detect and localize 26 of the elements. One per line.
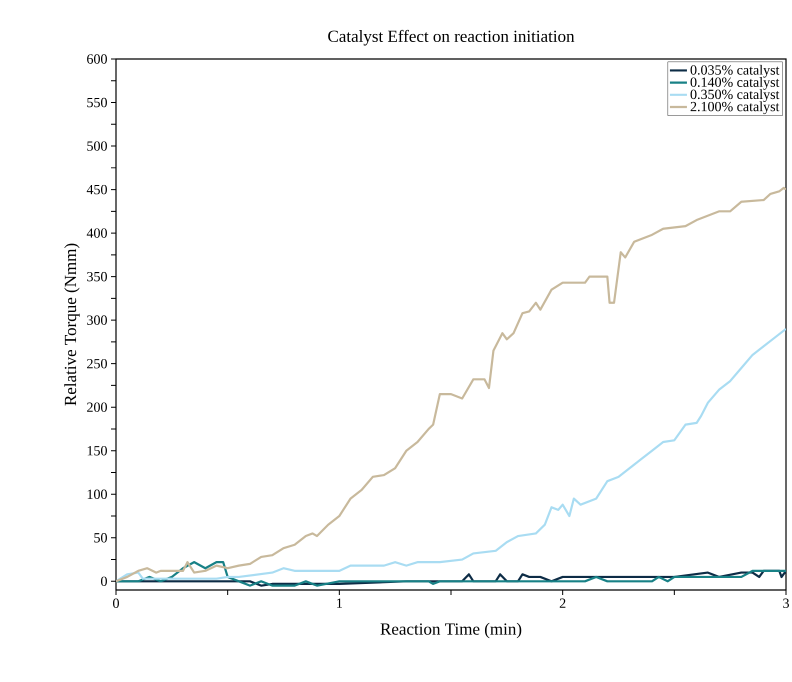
line-series: [116, 561, 786, 587]
y-tick-label: 600: [87, 54, 107, 64]
legend-label: 2.100% catalyst: [690, 101, 780, 114]
legend-label: 0.140% catalyst: [690, 77, 780, 90]
line-series: [116, 186, 786, 582]
y-tick-label: 100: [88, 490, 107, 499]
chart-title: Catalyst Effect on reaction initiation: [328, 30, 574, 46]
legend-label: 0.350% catalyst: [690, 89, 780, 102]
y-tick-label: 400: [86, 228, 107, 238]
y-tick-label: 150: [88, 446, 107, 456]
y-tick-label: 200: [87, 402, 107, 412]
y-tick-label: 450: [86, 184, 107, 194]
y-tick-label: 350: [87, 272, 107, 282]
y-tick-label: 0: [101, 576, 107, 586]
y-tick-label: 50: [94, 533, 107, 542]
x-tick-label: 1: [337, 598, 342, 608]
y-tick-label: 550: [87, 98, 107, 108]
x-tick-label: 0: [113, 598, 119, 608]
x-axis-title: Reaction Time (min): [380, 622, 522, 638]
legend-label: 0.035% catalyst: [690, 64, 780, 78]
y-tick-label: 300: [87, 315, 107, 325]
x-tick-label: 3: [783, 598, 789, 608]
y-tick-label: 500: [87, 141, 107, 151]
y-axis-title: Relative Torque (Nmm): [64, 244, 80, 406]
x-tick-label: 2: [560, 598, 566, 608]
y-tick-label: 250: [87, 358, 107, 368]
